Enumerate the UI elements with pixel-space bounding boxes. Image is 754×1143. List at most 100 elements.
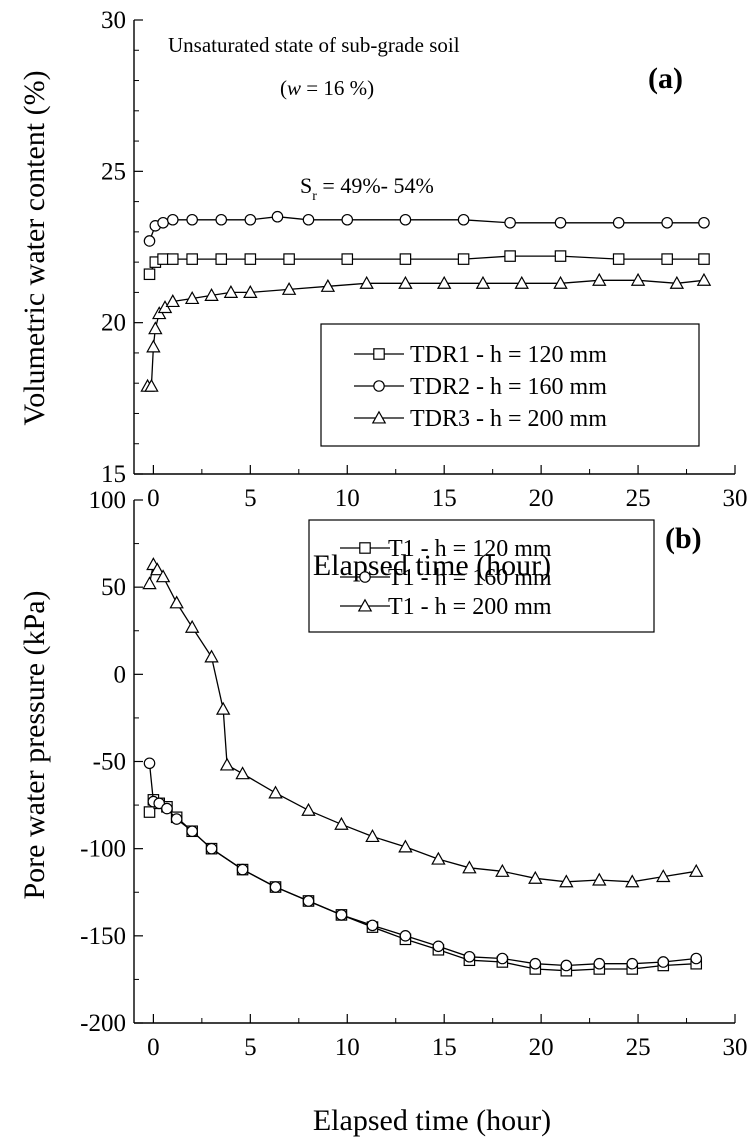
series-2: [143, 210, 710, 247]
data-point: [244, 253, 257, 265]
data-point: [696, 272, 712, 286]
data-point: [186, 253, 198, 265]
legend-label: T1 - h = 120 mm: [388, 536, 552, 562]
series-2: [143, 757, 703, 972]
x-tick-label: 25: [626, 1034, 651, 1061]
x-tick-label: 10: [335, 485, 360, 512]
data-point: [146, 339, 161, 353]
data-point: [184, 291, 200, 305]
data-point: [366, 919, 379, 932]
annotation-saturation-range: Sr = 49%- 54%: [300, 173, 434, 204]
data-point: [150, 562, 165, 576]
data-point: [661, 216, 673, 229]
panel-label-b: (b): [665, 522, 702, 555]
annotation-paren-open: (: [280, 76, 287, 100]
series-3: [142, 557, 704, 888]
data-point: [341, 253, 354, 265]
data-point: [698, 253, 710, 265]
data-point: [559, 874, 574, 888]
data-point: [271, 210, 284, 223]
y-tick-label: -150: [80, 923, 126, 950]
x-tick-label: 30: [723, 1034, 748, 1061]
data-point: [283, 253, 295, 265]
data-point: [243, 284, 258, 298]
legend-marker: [357, 598, 373, 612]
annotation-sr-s: S: [300, 173, 312, 198]
data-point: [186, 213, 198, 226]
data-point: [436, 275, 452, 289]
series-1: [143, 250, 710, 281]
data-point: [157, 216, 169, 229]
data-point: [463, 950, 476, 963]
legend-marker: [373, 348, 385, 360]
data-point: [205, 842, 218, 855]
data-point: [431, 851, 446, 865]
data-point: [219, 757, 235, 771]
data-point: [204, 649, 219, 663]
annotation-water-content: (w = 16 %): [280, 76, 374, 100]
data-point: [554, 250, 567, 262]
data-point: [504, 250, 516, 262]
series-3: [140, 272, 712, 392]
data-point: [457, 213, 470, 226]
data-point: [143, 268, 156, 281]
data-point: [215, 253, 228, 265]
data-point: [554, 216, 567, 229]
legend-b: T1 - h = 120 mm T1 - h = 160 mm T1 - h = 2…: [308, 519, 655, 633]
annotation-sr-subscript: r: [312, 189, 317, 204]
legend-marker: [373, 380, 385, 392]
data-point: [398, 839, 413, 853]
data-point: [302, 213, 315, 226]
y-axis-title-b: Pore water pressure (kPa): [18, 590, 51, 899]
x-tick-label: 20: [529, 1034, 554, 1061]
data-point: [626, 957, 639, 970]
data-point: [165, 294, 180, 308]
data-point: [281, 281, 297, 295]
data-point: [302, 895, 315, 907]
x-tick-label: 5: [244, 1034, 257, 1061]
legend-marker: [359, 542, 371, 554]
series-line: [148, 763, 697, 967]
data-point: [268, 785, 283, 799]
data-point: [143, 806, 156, 818]
data-point: [334, 816, 349, 830]
legend-a-frame: [320, 323, 700, 447]
legend-label: TDR1 - h = 120 mm: [410, 342, 607, 368]
plot-area-a: 0 5 10 15 20 25 30 15 20 25 30: [101, 7, 748, 512]
data-point: [157, 253, 169, 265]
data-point: [592, 872, 607, 886]
x-tick-label: 15: [432, 485, 457, 512]
data-point: [612, 253, 625, 265]
data-point: [320, 278, 336, 292]
annotation-w-variable: w: [287, 76, 301, 100]
data-point: [341, 213, 354, 226]
annotation-w-value: = 16 %): [301, 76, 374, 100]
data-point: [625, 874, 640, 888]
y-tick-label: 30: [101, 7, 126, 34]
data-point: [365, 829, 380, 843]
data-point: [669, 275, 685, 289]
data-point: [462, 860, 477, 874]
data-point: [269, 881, 282, 893]
legend-a: TDR1 - h = 120 mm TDR2 - h = 160 mm TDR3 -…: [320, 323, 700, 447]
panel-a: 0 5 10 15 20 25 30 15 20 25 30 Unsaturated state o…: [18, 7, 748, 582]
x-tick-label: 0: [147, 1034, 160, 1061]
data-point: [335, 909, 348, 921]
data-point: [301, 802, 316, 816]
data-point: [236, 863, 249, 876]
x-tick-label: 15: [432, 1034, 457, 1061]
y-tick-label: 15: [101, 461, 126, 488]
y-tick-label: 20: [101, 310, 126, 337]
legend-marker: [371, 410, 387, 424]
data-point: [399, 930, 412, 942]
data-point: [528, 870, 543, 884]
legend-label: TDR3 - h = 200 mm: [410, 406, 607, 432]
data-point: [656, 869, 671, 883]
y-tick-label: -100: [80, 836, 126, 863]
data-point: [215, 701, 231, 715]
data-point: [359, 275, 374, 289]
data-point: [235, 766, 250, 780]
data-point: [142, 576, 157, 590]
data-point: [244, 213, 257, 226]
